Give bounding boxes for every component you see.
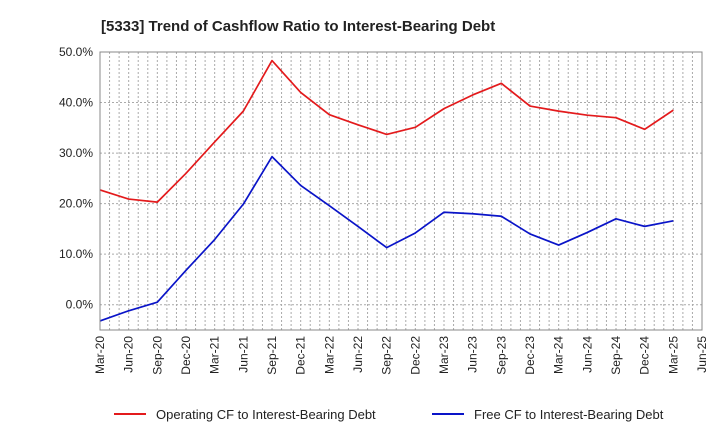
y-tick-label: 10.0% xyxy=(59,247,93,261)
x-tick-label: Mar-23 xyxy=(437,336,451,374)
x-tick-label: Dec-22 xyxy=(408,336,422,375)
x-tick-label: Dec-24 xyxy=(638,336,652,375)
y-tick-label: 40.0% xyxy=(59,96,93,110)
legend-label-2: Free CF to Interest-Bearing Debt xyxy=(474,407,664,422)
x-tick-label: Mar-25 xyxy=(666,336,680,374)
y-tick-label: 50.0% xyxy=(59,45,93,59)
series-line-1 xyxy=(99,59,674,203)
x-tick-label: Sep-23 xyxy=(494,336,508,375)
x-tick-label: Jun-25 xyxy=(695,336,709,373)
x-tick-label: Dec-21 xyxy=(294,336,308,375)
x-tick-label: Dec-23 xyxy=(523,336,537,375)
x-tick-label: Jun-23 xyxy=(466,336,480,373)
x-tick-label: Jun-24 xyxy=(580,336,594,373)
series-line-2 xyxy=(99,155,674,322)
x-tick-label: Dec-20 xyxy=(179,336,193,375)
chart-title: [5333] Trend of Cashflow Ratio to Intere… xyxy=(101,18,495,35)
x-tick-label: Sep-24 xyxy=(609,336,623,375)
y-tick-label: 20.0% xyxy=(59,197,93,211)
x-tick-label: Mar-21 xyxy=(208,336,222,374)
x-tick-label: Sep-21 xyxy=(265,336,279,375)
y-tick-label: 0.0% xyxy=(66,298,94,312)
x-tick-label: Mar-22 xyxy=(322,336,336,374)
legend: Operating CF to Interest-Bearing Debt Fre… xyxy=(114,407,664,422)
plot-area xyxy=(100,52,702,330)
x-tick-label: Sep-22 xyxy=(380,336,394,375)
series-lines xyxy=(99,59,674,322)
x-tick-label: Jun-22 xyxy=(351,336,365,373)
x-tick-label: Jun-21 xyxy=(236,336,250,373)
y-axis-ticks: 0.0% 10.0% 20.0% 30.0% 40.0% 50.0% xyxy=(59,45,93,312)
x-axis-ticks: Mar-20 Jun-20 Sep-20 Dec-20 Mar-21 Jun-21 Sep-… xyxy=(93,336,709,375)
y-tick-label: 30.0% xyxy=(59,146,93,160)
plot-frame xyxy=(99,51,703,331)
x-tick-label: Sep-20 xyxy=(150,336,164,375)
legend-label-1: Operating CF to Interest-Bearing Debt xyxy=(156,407,376,422)
x-tick-label: Jun-20 xyxy=(122,336,136,373)
x-tick-label: Mar-24 xyxy=(552,336,566,374)
x-tick-label: Mar-20 xyxy=(93,336,107,374)
